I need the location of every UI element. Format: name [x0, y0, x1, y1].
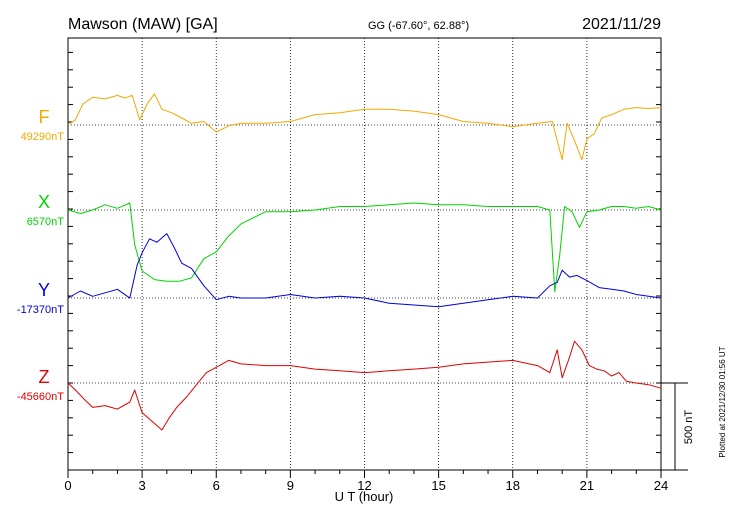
baseline-label-z: -45660nT: [17, 391, 64, 403]
x-axis-label: U T (hour): [335, 489, 394, 504]
baseline-label-x: 6570nT: [27, 216, 65, 228]
baseline-label-f: 49290nT: [21, 131, 65, 143]
series-name-f: F: [39, 107, 50, 127]
x-tick-label: 0: [64, 478, 71, 493]
station-coords: GG (-67.60°, 62.88°): [368, 20, 469, 32]
series-name-y: Y: [38, 280, 50, 300]
grid-lines: [68, 38, 661, 470]
station-title: Mawson (MAW) [GA]: [68, 16, 218, 33]
scale-bar-label: 500 nT: [683, 410, 695, 445]
x-tick-label: 24: [654, 478, 668, 493]
x-tick-label: 3: [139, 478, 146, 493]
x-tick-label: 6: [213, 478, 220, 493]
series-name-z: Z: [39, 367, 50, 387]
series-line-y: [67, 233, 662, 308]
x-tick-label: 9: [287, 478, 294, 493]
x-tick-label: 12: [357, 478, 371, 493]
series-name-x: X: [38, 192, 50, 212]
scale-bar: 500 nT: [661, 382, 695, 471]
series-line-f: [67, 93, 662, 161]
x-tick-label: 18: [506, 478, 520, 493]
series-line-z: [67, 340, 662, 431]
series-line-x: [67, 202, 662, 293]
series-labels: F 49290nT X 6570nT Y -17370nT Z -45660nT: [17, 107, 64, 403]
x-tick-label: 15: [431, 478, 445, 493]
chart-date: 2021/11/29: [582, 16, 661, 33]
series-lines: [67, 93, 662, 431]
plotted-timestamp: Plotted at 2021/12/30 01:56 UT: [718, 346, 727, 457]
x-tick-label: 21: [580, 478, 594, 493]
axis-ticks: 0 3 6 9 12 15 18 21 24: [64, 51, 668, 493]
baseline-label-y: -17370nT: [17, 304, 64, 316]
